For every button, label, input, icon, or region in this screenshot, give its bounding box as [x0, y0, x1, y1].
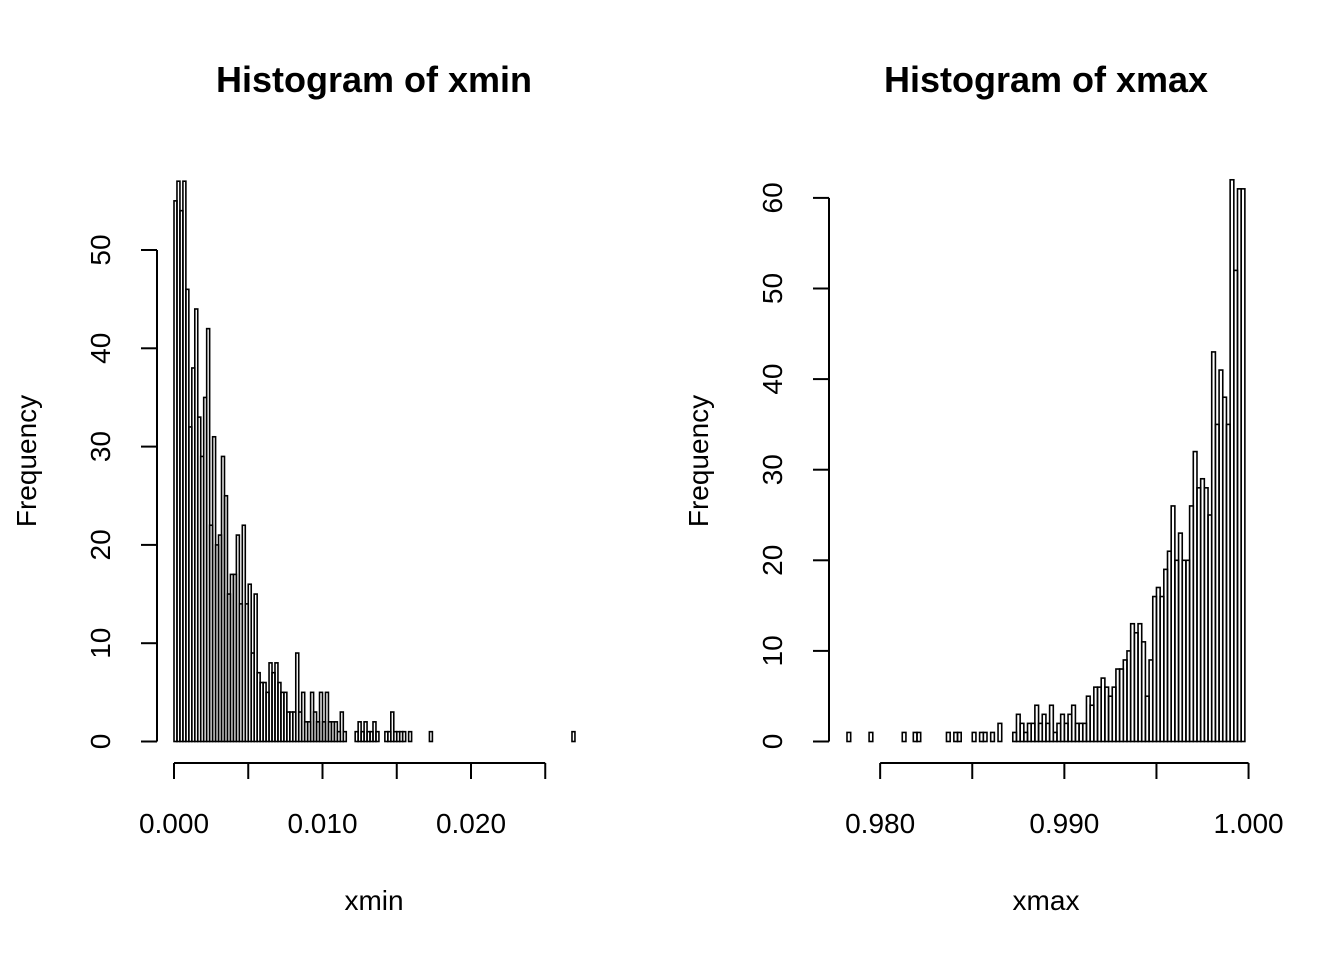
y-tick-label: 30	[757, 454, 788, 485]
histogram-bar	[982, 731, 988, 743]
histogram-bar	[300, 691, 306, 743]
x-tick-label: 0.020	[436, 808, 506, 839]
chart-title: Histogram of xmax	[884, 59, 1208, 100]
y-tick-label: 50	[85, 234, 116, 265]
histogram-bar	[375, 730, 380, 743]
histogram-bar	[253, 593, 258, 743]
histogram-bar	[318, 691, 324, 743]
y-tick-label: 40	[85, 333, 116, 364]
x-axis-label: xmin	[344, 885, 403, 916]
y-tick-label: 10	[757, 635, 788, 666]
y-tick-label: 60	[757, 182, 788, 213]
histogram-bar	[390, 711, 395, 743]
histogram-bar	[342, 730, 348, 743]
histogram-bar	[294, 652, 300, 743]
x-tick-label: 0.980	[845, 808, 915, 839]
histogram-bar	[997, 722, 1003, 743]
chart-title: Histogram of xmin	[216, 59, 532, 100]
histogram-bar	[1240, 188, 1246, 743]
histogram-bar	[945, 731, 951, 743]
xmax-histogram-panel: Histogram of xmax xmax Frequency 0.980 0.…	[683, 59, 1284, 916]
x-axis-label: xmax	[1013, 885, 1080, 916]
histogram-bar	[901, 731, 907, 743]
xmin-histogram-panel: Histogram of xmin xmin Frequency 0.000 0.…	[11, 59, 576, 916]
y-tick-label: 20	[85, 529, 116, 560]
y-axis: 0 10 20 30 40 50	[85, 234, 158, 750]
x-tick-label: 1.000	[1214, 808, 1284, 839]
y-tick-label: 10	[85, 628, 116, 659]
histogram-bar	[971, 731, 977, 743]
y-tick-label: 0	[85, 734, 116, 750]
y-axis-label: Frequency	[11, 395, 42, 527]
x-tick-label: 0.990	[1029, 808, 1099, 839]
histogram-bar	[846, 731, 852, 743]
histogram-bar	[428, 730, 434, 743]
y-axis: 0 10 20 30 40 50 60	[757, 182, 830, 750]
histogram-bar	[916, 731, 922, 743]
y-axis-label: Frequency	[683, 395, 714, 527]
histogram-bars	[173, 180, 576, 743]
y-tick-label: 20	[757, 545, 788, 576]
x-tick-label: 0.000	[139, 808, 209, 839]
histogram-bar	[1048, 704, 1055, 743]
histogram-bar	[989, 731, 996, 743]
histogram-bar	[339, 711, 345, 743]
y-tick-label: 40	[757, 364, 788, 395]
histogram-bar	[407, 730, 413, 743]
histogram-bar	[324, 691, 330, 743]
histogram-bar	[956, 731, 963, 743]
x-tick-label: 0.010	[287, 808, 357, 839]
histogram-bars	[846, 178, 1246, 743]
histogram-bar	[1140, 641, 1147, 743]
x-axis: 0.000 0.010 0.020	[139, 762, 547, 839]
x-axis: 0.980 0.990 1.000	[845, 762, 1284, 839]
histogram-bar	[571, 730, 576, 743]
y-tick-label: 0	[757, 734, 788, 750]
y-tick-label: 30	[85, 431, 116, 462]
y-tick-label: 50	[757, 273, 788, 304]
histogram-bar	[868, 731, 874, 743]
histogram-bar	[401, 730, 407, 743]
